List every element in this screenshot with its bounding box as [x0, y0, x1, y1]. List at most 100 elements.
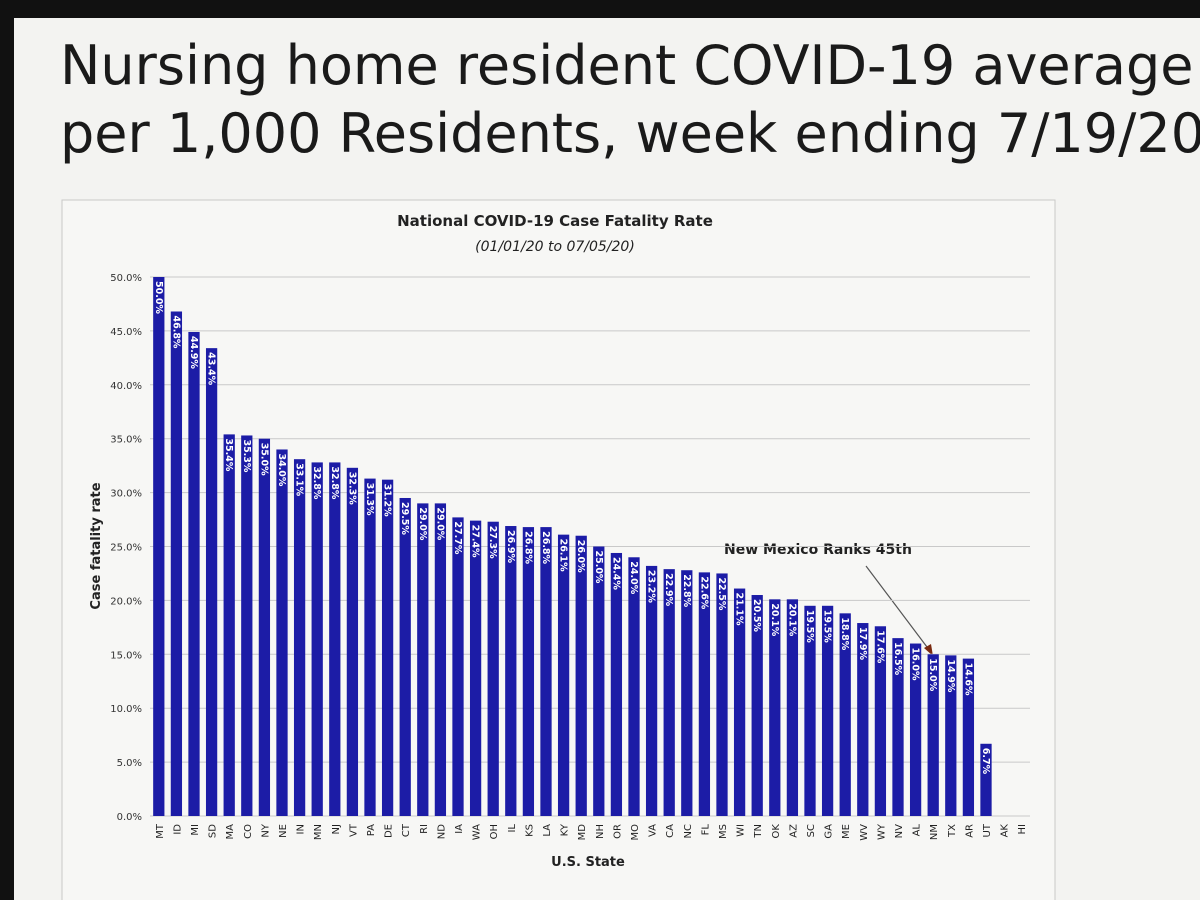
bar	[980, 743, 992, 816]
value-label: 14.9%	[945, 659, 956, 692]
bar	[452, 517, 464, 816]
value-label: 31.2%	[382, 484, 393, 517]
bar	[698, 572, 711, 816]
x-tick-label: DE	[384, 824, 395, 838]
value-label: 24.0%	[628, 561, 639, 594]
y-tick-label: 10.0%	[110, 704, 142, 715]
y-tick-label: 45.0%	[110, 327, 142, 338]
value-label: 22.9%	[663, 573, 674, 606]
x-tick-label: IL	[507, 824, 518, 833]
value-label: 29.5%	[399, 502, 410, 535]
y-tick-label: 5.0%	[117, 758, 142, 769]
bar	[733, 588, 746, 816]
bar	[276, 449, 288, 816]
x-tick-label: TN	[753, 824, 764, 839]
x-axis-label: U.S. State	[551, 855, 625, 870]
bar	[329, 462, 341, 816]
bar	[188, 331, 200, 816]
x-tick-label: OH	[489, 824, 500, 839]
x-tick-label: MD	[577, 824, 588, 841]
x-tick-label: TX	[947, 824, 958, 838]
x-tick-label: MI	[190, 824, 201, 836]
value-label: 27.7%	[452, 521, 463, 554]
value-label: 22.5%	[716, 577, 727, 610]
x-tick-label: RI	[419, 824, 430, 834]
x-tick-label: IN	[296, 824, 307, 834]
annotation-arrow	[865, 565, 931, 652]
bar	[505, 526, 517, 816]
value-label: 18.8%	[839, 617, 850, 650]
bar	[241, 435, 253, 816]
x-tick-label: CO	[243, 824, 254, 839]
bar	[487, 521, 499, 816]
x-tick-label: CT	[401, 823, 412, 837]
bar	[575, 535, 587, 816]
bar	[170, 311, 183, 816]
bar	[645, 565, 658, 816]
bar	[663, 569, 675, 816]
bar	[804, 605, 816, 816]
slide-title-line: Nursing home resident COVID-19 average	[60, 34, 1194, 97]
value-label: 32.8%	[329, 466, 340, 499]
bar	[681, 570, 693, 816]
chart-title: National COVID-19 Case Fatality Rate	[397, 212, 713, 230]
x-tick-label: MO	[630, 824, 641, 841]
y-tick-label: 0.0%	[117, 812, 142, 823]
value-label: 43.4%	[206, 352, 217, 385]
value-label: 26.1%	[558, 539, 569, 572]
y-tick-label: 50.0%	[110, 273, 142, 284]
x-tick-label: MS	[718, 824, 729, 839]
x-tick-label: WV	[859, 824, 870, 841]
value-label: 26.9%	[505, 530, 516, 563]
value-label: 44.9%	[188, 336, 199, 369]
bar	[786, 599, 799, 816]
value-label: 31.3%	[364, 483, 375, 516]
bar	[153, 277, 165, 816]
x-tick-label: NJ	[331, 824, 342, 834]
value-label: 26.8%	[540, 531, 551, 564]
chart-subtitle: (01/01/20 to 07/05/20)	[475, 239, 635, 255]
bar	[628, 557, 640, 816]
x-tick-label: FL	[700, 824, 711, 836]
bar	[839, 613, 851, 816]
x-tick-label: LA	[542, 824, 553, 837]
x-tick-label: WY	[876, 823, 887, 840]
x-tick-label: UT	[982, 823, 993, 837]
slide-title-line: per 1,000 Residents, week ending 7/19/20	[60, 102, 1200, 165]
annotation-arrowhead	[924, 644, 933, 656]
x-tick-label: SD	[208, 824, 219, 838]
x-tick-label: WI	[736, 824, 747, 837]
bar	[557, 534, 570, 816]
x-tick-label: AR	[964, 824, 975, 838]
bar	[258, 438, 271, 816]
value-label: 17.9%	[857, 627, 868, 660]
value-label: 20.1%	[769, 603, 780, 636]
x-tick-label: WA	[472, 824, 483, 840]
value-label: 19.5%	[822, 610, 833, 643]
bar	[610, 552, 623, 816]
x-tick-label: NY	[260, 823, 271, 837]
value-label: 17.6%	[874, 630, 885, 663]
bar	[874, 626, 887, 816]
bar	[522, 527, 535, 816]
x-tick-label: MA	[225, 824, 236, 840]
y-tick-label: 35.0%	[110, 435, 142, 446]
value-label: 19.5%	[804, 610, 815, 643]
bar	[927, 654, 939, 816]
bar	[293, 459, 306, 816]
value-label: 35.0%	[258, 443, 269, 476]
value-label: 24.4%	[610, 557, 621, 590]
value-label: 32.8%	[311, 466, 322, 499]
x-tick-label: AK	[1000, 824, 1011, 838]
x-tick-label: GA	[824, 824, 835, 839]
bar	[716, 573, 728, 816]
x-tick-label: MT	[155, 823, 166, 839]
x-tick-label: HI	[1017, 824, 1028, 834]
x-tick-label: ND	[436, 824, 447, 839]
x-tick-label: OK	[771, 824, 782, 839]
bar	[434, 503, 447, 816]
bar	[346, 467, 359, 816]
x-tick-label: AZ	[788, 824, 799, 838]
